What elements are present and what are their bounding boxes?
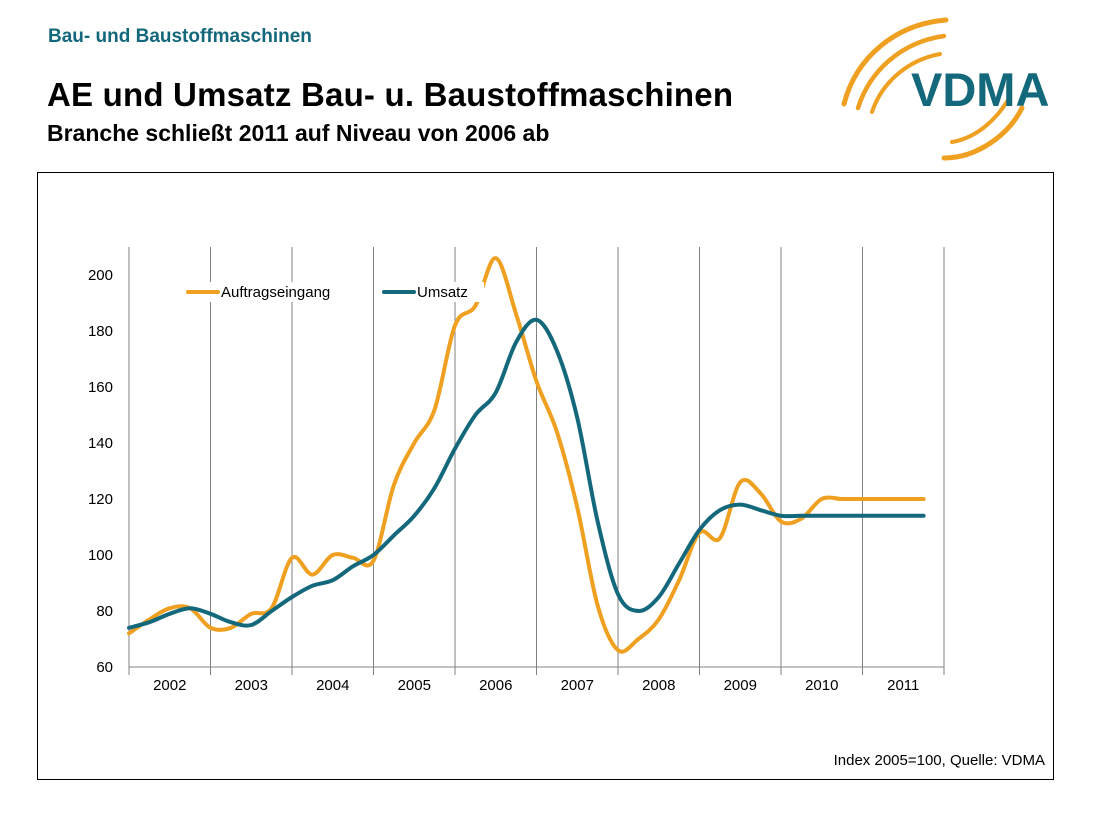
y-tick-label: 200 xyxy=(88,267,113,284)
x-tick-label: 2007 xyxy=(561,677,594,694)
legend-bg xyxy=(374,282,484,302)
series-line-umsatz xyxy=(127,317,926,630)
y-tick-label: 100 xyxy=(88,547,113,564)
y-tick-label: 140 xyxy=(88,435,113,452)
section-label: Bau- und Baustoffmaschinen xyxy=(48,26,312,47)
legend-label: Auftragseingang xyxy=(221,284,330,301)
y-tick-label: 60 xyxy=(96,659,113,676)
logo-text: VDMA xyxy=(911,63,1050,116)
y-tick-label: 160 xyxy=(88,379,113,396)
x-tick-label: 2010 xyxy=(805,677,838,694)
x-tick-label: 2005 xyxy=(398,677,431,694)
legend-label: Umsatz xyxy=(417,284,468,301)
x-tick-label: 2009 xyxy=(724,677,757,694)
x-tick-label: 2008 xyxy=(642,677,675,694)
page-title: AE und Umsatz Bau- u. Baustoffmaschinen xyxy=(47,76,734,113)
x-tick-label: 2004 xyxy=(316,677,349,694)
x-tick-label: 2002 xyxy=(153,677,186,694)
y-tick-label: 120 xyxy=(88,491,113,508)
vdma-logo xyxy=(836,12,1076,164)
legend-bg xyxy=(178,282,356,302)
x-tick-label: 2003 xyxy=(235,677,268,694)
logo-arc xyxy=(941,105,1025,161)
logo-arcs-icon xyxy=(841,17,1025,161)
y-tick-label: 80 xyxy=(96,603,113,620)
page-subtitle: Branche schließt 2011 auf Niveau von 200… xyxy=(47,120,550,146)
series-line-auftragseingang xyxy=(127,256,926,654)
y-tick-label: 180 xyxy=(88,323,113,340)
chart-frame: 60 80 100 120 140 160 180 200 2002 2003 2004 2005 20… xyxy=(37,172,1054,780)
x-tick-label: 2006 xyxy=(479,677,512,694)
logo-arc xyxy=(950,98,1010,144)
line-chart: 60 80 100 120 140 160 180 200 2002 2003 2004 2005 20… xyxy=(88,247,945,694)
source-note: Index 2005=100, Quelle: VDMA xyxy=(833,752,1045,769)
logo-arc xyxy=(870,52,942,114)
logo-arc xyxy=(855,33,947,111)
logo-arc xyxy=(841,17,949,107)
x-tick-label: 2011 xyxy=(887,677,919,694)
